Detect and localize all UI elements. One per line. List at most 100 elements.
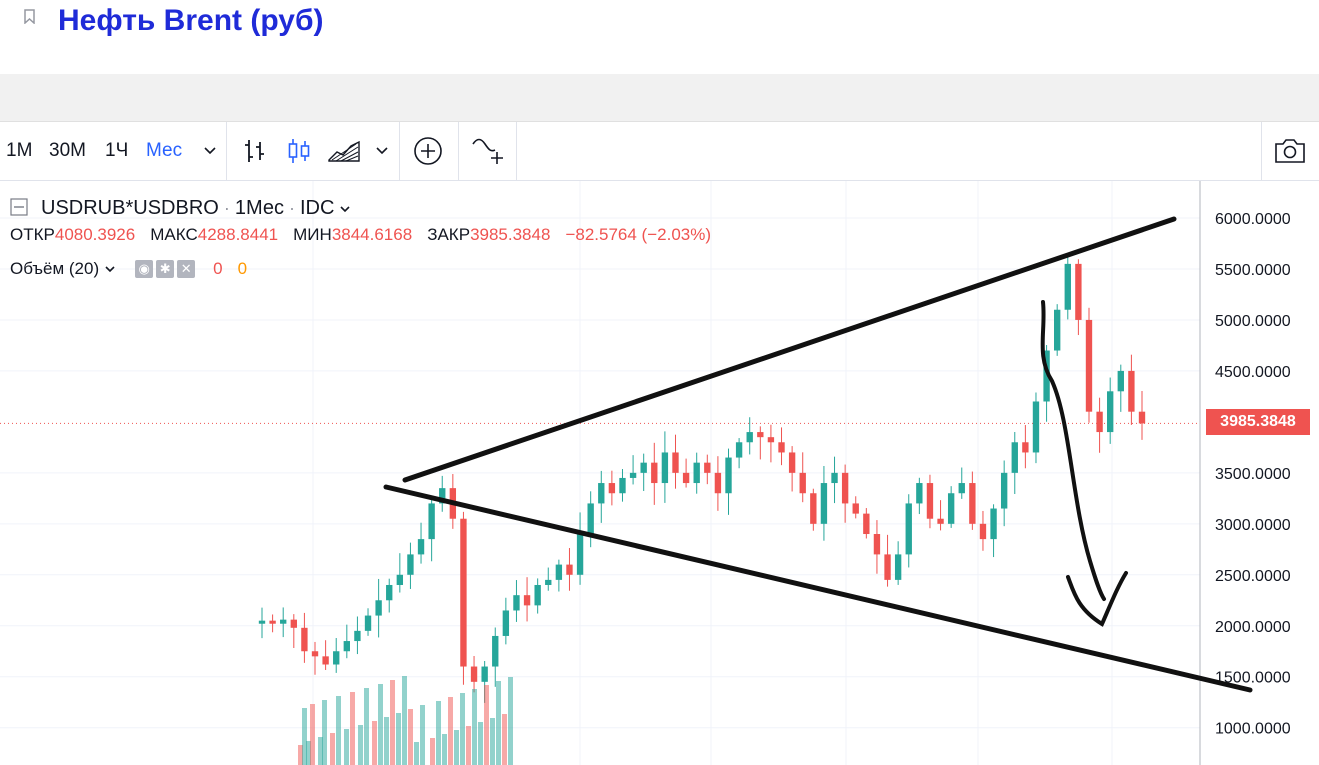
bars-chart-button[interactable] xyxy=(242,122,268,180)
candle-body xyxy=(693,462,700,484)
candle-body xyxy=(714,472,722,494)
low-value: 3844.6168 xyxy=(331,225,413,244)
screenshot-button[interactable] xyxy=(1274,122,1306,180)
volume-bar xyxy=(466,726,471,765)
volume-bar xyxy=(508,677,513,765)
candle-body xyxy=(979,523,987,540)
volume-bar xyxy=(306,741,311,765)
open-label: ОТКР xyxy=(10,225,55,244)
legend-symbol[interactable]: USDRUB*USDBRO xyxy=(41,197,219,219)
interval-1m-button[interactable]: 1М xyxy=(6,140,33,161)
volume-bar xyxy=(478,722,483,765)
chevron-down-icon xyxy=(204,147,216,155)
candle-body xyxy=(884,554,891,580)
candle-body xyxy=(704,462,711,473)
candle-body xyxy=(619,477,626,494)
camera-icon xyxy=(1275,139,1305,163)
candle-body xyxy=(1022,442,1029,453)
bookmark-icon[interactable] xyxy=(24,9,35,24)
candle-body xyxy=(290,619,297,628)
chevron-down-icon[interactable] xyxy=(339,205,351,214)
y-tick-label: 1500.0000 xyxy=(1215,670,1291,687)
volume-bar xyxy=(330,733,335,765)
close-label: ЗАКР xyxy=(427,225,471,244)
candle-body xyxy=(502,610,510,636)
chart-toolbar: 1М 30М 1Ч Мес xyxy=(0,122,1319,181)
open-value: 4080.3926 xyxy=(54,225,136,244)
interval-dropdown-button[interactable] xyxy=(203,122,217,180)
volume-bar xyxy=(384,717,389,765)
toolbar-divider xyxy=(1261,122,1262,180)
interval-month-button[interactable]: Мес xyxy=(146,140,183,161)
add-indicator-button[interactable] xyxy=(413,122,443,180)
legend-volume-row: Объём (20) ◉ ✱ ✕ 0 0 xyxy=(10,258,247,279)
candle-body xyxy=(778,442,785,453)
candle-body xyxy=(672,452,679,473)
candle-body xyxy=(608,483,616,494)
last-price-tag: 3985.3848 xyxy=(1206,409,1310,435)
volume-bar xyxy=(390,680,395,765)
legend-ohlc-row: ОТКР4080.3926 МАКС4288.8441 МИН3844.6168… xyxy=(10,224,721,245)
candle-body xyxy=(1117,370,1124,392)
candle-body xyxy=(852,503,859,514)
legend-interval: 1Мес xyxy=(234,197,284,219)
candle-body xyxy=(343,641,350,652)
candle-body xyxy=(969,483,976,524)
y-tick-label: 5500.0000 xyxy=(1215,262,1291,279)
candle-body xyxy=(1085,319,1093,412)
candle-body xyxy=(746,432,753,443)
candle-body xyxy=(1075,263,1082,320)
volume-bar xyxy=(448,697,453,765)
volume-bar xyxy=(490,718,495,765)
candle-body xyxy=(492,635,499,667)
chart-area[interactable]: 6000.0000 5500.0000 5000.0000 4500.0000 3500… xyxy=(0,181,1319,765)
candle-body xyxy=(322,656,329,665)
candle-body xyxy=(364,615,372,631)
chart-type-dropdown-button[interactable] xyxy=(375,122,389,180)
chevron-down-icon[interactable] xyxy=(104,265,116,274)
volume-bar xyxy=(378,684,383,765)
candle-body xyxy=(820,483,828,524)
high-label: МАКС xyxy=(150,225,198,244)
candle-body xyxy=(460,518,467,667)
close-value: 3985.3848 xyxy=(470,225,551,244)
toolbar-divider xyxy=(226,122,227,180)
candle-body xyxy=(735,442,743,458)
toolbar-divider xyxy=(516,122,517,180)
volume-value-1: 0 xyxy=(213,259,223,278)
candle-body xyxy=(598,483,605,504)
toolbar-divider xyxy=(458,122,459,180)
volume-label[interactable]: Объём (20) xyxy=(10,259,100,278)
candle-body xyxy=(810,493,817,524)
candle-body xyxy=(937,518,944,524)
upper-trend-line xyxy=(402,216,1177,483)
low-label: МИН xyxy=(293,225,332,244)
candle-body xyxy=(831,472,838,484)
collapse-icon[interactable] xyxy=(10,198,28,216)
candles-chart-button[interactable] xyxy=(286,122,312,180)
candle-body xyxy=(1000,472,1008,509)
price-chart[interactable]: 6000.0000 5500.0000 5000.0000 4500.0000 3500… xyxy=(0,181,1319,765)
candle-body xyxy=(757,432,764,438)
compare-plus-icon xyxy=(472,138,503,164)
close-icon[interactable]: ✕ xyxy=(177,260,196,279)
candle-body xyxy=(788,452,796,473)
eye-icon[interactable]: ◉ xyxy=(135,260,154,279)
gear-icon[interactable]: ✱ xyxy=(156,260,175,279)
change-value: −82.5764 (−2.03%) xyxy=(565,225,712,244)
candle-body xyxy=(587,503,594,535)
candle-body xyxy=(1011,442,1018,473)
candle-body xyxy=(640,462,647,473)
interval-30m-button[interactable]: 30М xyxy=(49,140,86,161)
candle-body xyxy=(576,534,584,575)
candle-body xyxy=(481,666,488,682)
volume-bar xyxy=(344,729,349,765)
header-band xyxy=(0,74,1319,122)
interval-1h-button[interactable]: 1Ч xyxy=(105,140,129,161)
candle-body xyxy=(767,437,775,443)
volume-bar xyxy=(436,701,441,765)
compare-button[interactable] xyxy=(471,122,505,180)
candle-body xyxy=(916,483,923,504)
y-tick-label: 2000.0000 xyxy=(1215,619,1291,636)
area-chart-button[interactable] xyxy=(328,122,360,180)
